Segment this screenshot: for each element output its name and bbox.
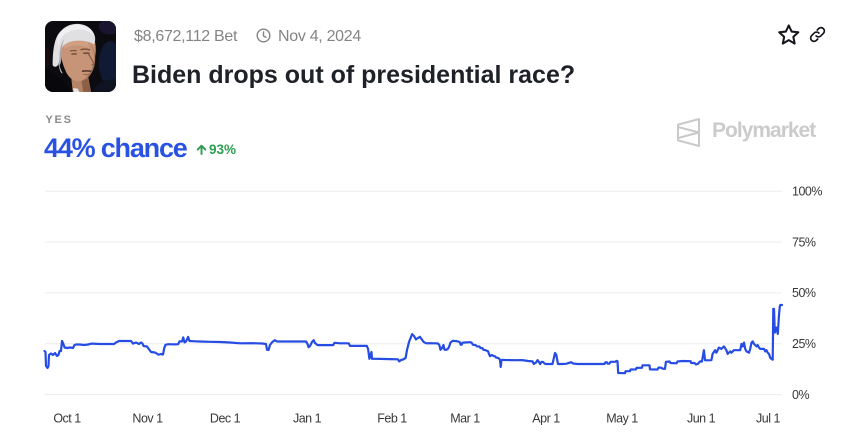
svg-text:Apr 1: Apr 1 [532, 412, 560, 426]
svg-text:Nov 1: Nov 1 [132, 412, 163, 426]
svg-text:Jun 1: Jun 1 [687, 412, 716, 426]
svg-text:Oct 1: Oct 1 [53, 412, 81, 426]
svg-text:0%: 0% [792, 388, 809, 402]
svg-text:75%: 75% [792, 235, 816, 249]
svg-text:25%: 25% [792, 337, 816, 351]
svg-text:100%: 100% [792, 185, 822, 199]
svg-text:Jan 1: Jan 1 [293, 412, 322, 426]
svg-text:Feb 1: Feb 1 [377, 412, 407, 426]
svg-text:Jul 1: Jul 1 [756, 412, 780, 426]
svg-text:Dec 1: Dec 1 [210, 412, 241, 426]
svg-text:Mar 1: Mar 1 [450, 412, 480, 426]
svg-text:May 1: May 1 [606, 412, 638, 426]
svg-text:50%: 50% [792, 286, 816, 300]
